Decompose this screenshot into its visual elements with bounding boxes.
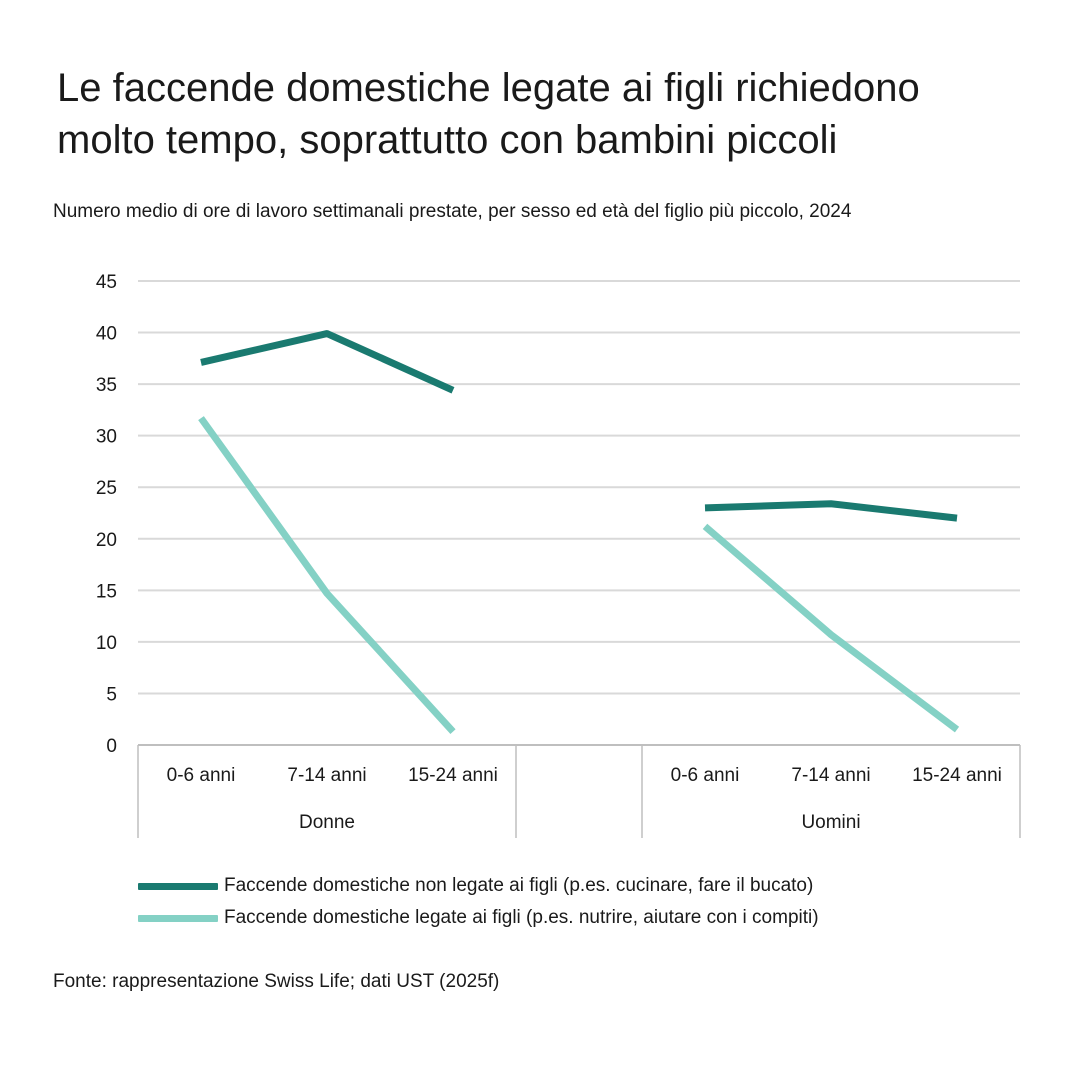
x-tick-label-donne-0: 0-6 anni — [167, 765, 236, 786]
legend-swatch-child-chores — [138, 914, 218, 922]
legend-item-child-chores: Faccende domestiche legate ai figli (p.e… — [138, 902, 819, 934]
legend-swatch-non-child-chores — [138, 882, 218, 890]
series-line-1-donne — [198, 416, 456, 734]
chart-subtitle: Numero medio di ore di lavoro settimanal… — [53, 201, 852, 222]
x-tick-label-uomini-0: 0-6 anni — [671, 765, 740, 786]
y-tick-label-35: 35 — [96, 375, 117, 396]
chart-title-line-2: molto tempo, soprattutto con bambini pic… — [57, 118, 838, 162]
y-tick-label-10: 10 — [96, 633, 117, 654]
group-label-uomini: Uomini — [801, 812, 860, 833]
x-tick-label-uomini-2: 15-24 anni — [912, 765, 1002, 786]
chart-source: Fonte: rappresentazione Swiss Life; dati… — [53, 971, 500, 992]
group-label-donne: Donne — [299, 812, 355, 833]
x-tick-label-uomini-1: 7-14 anni — [791, 765, 870, 786]
y-tick-label-40: 40 — [96, 324, 117, 345]
legend-label-child-chores: Faccende domestiche legate ai figli (p.e… — [224, 907, 819, 928]
y-tick-label-25: 25 — [96, 478, 117, 499]
chart-title: Le faccende domestiche legate ai figli r… — [57, 62, 1047, 166]
series-line-0-donne — [200, 330, 455, 394]
y-tick-label-5: 5 — [106, 684, 117, 705]
y-tick-label-0: 0 — [106, 736, 117, 757]
y-tick-label-20: 20 — [96, 530, 117, 551]
chart-legend: Faccende domestiche non legate ai figli … — [138, 870, 819, 934]
legend-label-non-child-chores: Faccende domestiche non legate ai figli … — [224, 875, 814, 896]
y-tick-label-15: 15 — [96, 581, 117, 602]
series-line-1-uomini — [702, 523, 960, 733]
y-tick-label-30: 30 — [96, 427, 117, 448]
y-tick-label-45: 45 — [96, 272, 117, 293]
x-tick-label-donne-2: 15-24 anni — [408, 765, 498, 786]
legend-item-non-child-chores: Faccende domestiche non legate ai figli … — [138, 870, 819, 902]
x-tick-label-donne-1: 7-14 anni — [287, 765, 366, 786]
chart-title-line-1: Le faccende domestiche legate ai figli r… — [57, 66, 920, 110]
series-line-0-uomini — [704, 500, 958, 522]
